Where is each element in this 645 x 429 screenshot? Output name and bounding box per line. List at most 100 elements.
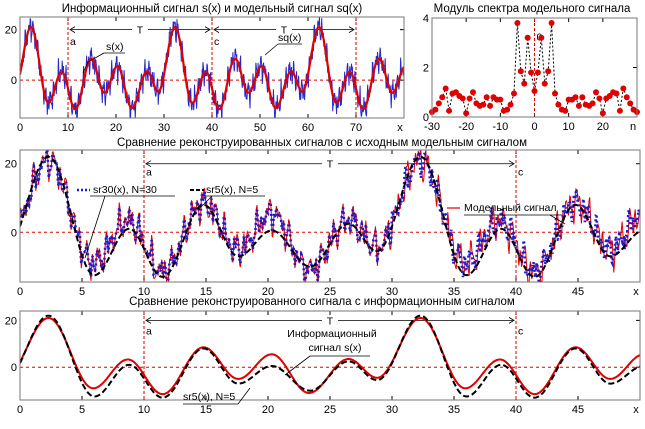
chart2-point [616,107,623,114]
chart1-xtick-label: 10 [62,122,74,134]
chart1-arrow-head [204,26,211,33]
chart1-label-s: s(x) [82,41,125,74]
chart4-xtick-label: 35 [448,404,460,416]
chart2-point [442,85,449,92]
chart2-point [487,102,494,109]
chart3-xtick-label: 40 [510,286,522,298]
chart3-xtick-label: 5 [79,286,85,298]
chart4-title: Сравнение реконструированного сигнала с … [129,296,515,308]
chart1-plot: 0 10 20 30 40 50 60 70 0 20 x a c T T [5,16,405,134]
chart4-marker-label: a [146,325,152,337]
chart2-xtick-label: 0 [531,121,537,133]
chart4-xtick-label: 20 [262,404,274,416]
chart3-xtick-label: 15 [200,286,212,298]
chart2-ytick-label: 2 [423,63,429,75]
chart2-point [463,110,470,117]
chart3-span-label: T [327,159,334,171]
chart1-xlabel: x [397,122,403,134]
chart2-point [483,94,490,101]
chart4-ytick-label: 0 [11,362,17,374]
chart1-span-label: T [281,25,288,37]
svg-text:s(x): s(x) [106,41,124,53]
chart2-point [575,102,582,109]
svg-text:Модельный сигнал: Модельный сигнал [464,202,557,214]
svg-text:сигнал s(x): сигнал s(x) [308,342,361,354]
chart2-point [589,100,596,107]
chart2-point [627,100,634,107]
svg-text:sr30(x), N=30: sr30(x), N=30 [93,184,157,196]
chart2-ytick-label: 0 [423,112,429,124]
chart2-point [545,68,552,75]
chart1-xtick-label: 20 [110,122,122,134]
chart4-xtick-label: 40 [510,404,522,416]
chart2-point [531,88,538,95]
chart3-xtick-label: 45 [572,286,584,298]
svg-text:sr5(x), N=5: sr5(x), N=5 [206,184,258,196]
svg-text:Информационный: Информационный [287,328,377,340]
chart1-arrow-head [213,26,220,33]
chart2-xtick-label: 20 [597,121,609,133]
chart2-point [511,90,517,97]
chart2-point [596,95,603,102]
chart3-plot: 0 5 10 15 20 25 30 35 40 45 0 20 x a c T [5,149,641,298]
chart2-point [497,96,504,103]
chart1-title: Информационный сигнал s(x) и модельный с… [62,3,363,15]
chart2-title: Модуль спектра модельного сигнала [434,3,631,15]
chart3-xtick-label: 10 [138,286,150,298]
chart4-frame [19,310,641,401]
chart3-xtick-label: 0 [17,286,23,298]
chart2-point [534,69,541,76]
chart3-frame [19,149,641,283]
chart2-point [562,107,569,114]
chart2-xtick-label: -10 [492,121,508,133]
chart4-series-sr5 [20,314,640,399]
chart3-ytick-label: 20 [5,159,17,171]
chart4-arrow-head [145,317,152,324]
chart4-xtick-label: 15 [200,404,212,416]
chart2-point [593,89,599,96]
chart1-ytick-label: 20 [5,25,17,37]
chart2-point [620,85,627,92]
chart1-xtick-label: 30 [158,122,170,134]
chart3-legend-model: Модельный сигнал [447,202,566,225]
chart2-xtick-label: -30 [424,121,440,133]
chart2-point [555,101,562,108]
chart3-title: Сравнение реконструированных сигналов с … [117,137,527,149]
chart2-point [548,19,555,26]
chart3-xtick-label: 25 [324,286,336,298]
chart1-span-label: T [137,25,144,37]
chart2-xtick-label: -20 [458,121,474,133]
chart3-marker-label: c [518,167,523,179]
chart3-xtick-label: 30 [386,286,398,298]
chart4-xtick-label: 30 [386,404,398,416]
chart3-arrow-head [145,160,152,168]
chart3-marker-label: a [146,167,152,179]
svg-text:sr5(x), N=5: sr5(x), N=5 [183,391,235,403]
chart4-marker-label: c [518,325,523,337]
chart1-ytick-label: 0 [11,75,17,87]
chart1-marker-label: a [70,36,76,48]
chart2-point [517,68,524,75]
chart2-point [552,90,558,97]
chart2-point [470,89,476,96]
chart3-series-sr30 [20,150,640,282]
chart3-xlabel: x [633,286,639,298]
chart2-point [432,106,439,113]
chart4-label-sr5: sr5(x), N=5 [183,387,251,405]
chart4-arrow-head [508,317,515,324]
chart2-point [521,80,528,87]
chart2-point [466,95,473,102]
chart4-xtick-label: 45 [572,404,584,416]
chart1-xtick-label: 50 [254,122,266,134]
chart2-point [446,107,453,114]
chart2-point [459,95,466,102]
chart1-arrow-head [348,26,355,33]
chart2-point [524,34,531,41]
chart2-xtick-label: 10 [563,121,575,133]
chart4-xlabel: x [633,404,639,416]
chart2-frame [431,17,638,118]
chart4-plot: 0 5 10 15 20 25 30 35 40 45 0 20 x a c T [5,310,641,416]
chart4-label-s: Информационный сигнал s(x) [284,328,377,376]
